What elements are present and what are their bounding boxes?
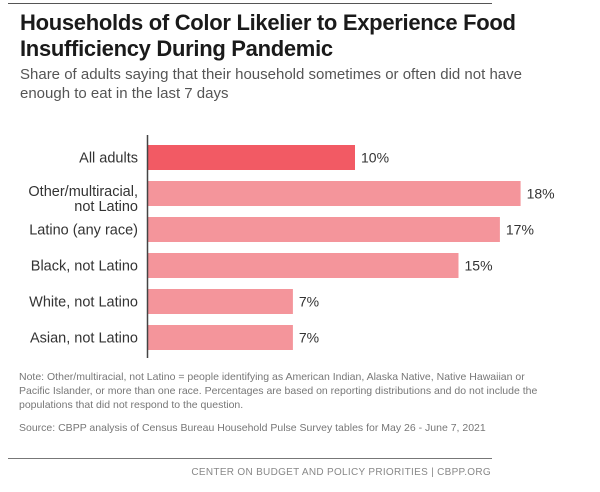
data-label-3: 15%: [465, 258, 493, 274]
chart-subtitle: Share of adults saying that their househ…: [20, 66, 522, 102]
bar-3: [148, 253, 459, 278]
bar-4: [148, 289, 293, 314]
footer-credit: CENTER ON BUDGET AND POLICY PRIORITIES |…: [191, 467, 491, 478]
bar-2: [148, 217, 500, 242]
data-label-0: 10%: [361, 150, 389, 166]
category-label-2: Latino (any race): [29, 223, 138, 239]
bar-chart: 10% All adults 18% Other/multiracial,not La…: [28, 135, 555, 358]
chart-source: Source: CBPP analysis of Census Bureau H…: [19, 422, 486, 434]
top-rule: [8, 3, 492, 4]
chart-note: Note: Other/multiracial, not Latino = pe…: [19, 371, 538, 411]
category-label-4: White, not Latino: [29, 295, 138, 311]
bar-5: [148, 325, 293, 350]
chart-title: Households of Color Likelier to Experien…: [20, 10, 516, 61]
data-label-1: 18%: [527, 186, 555, 202]
category-label-5: Asian, not Latino: [30, 331, 138, 347]
category-label-0: All adults: [79, 151, 138, 167]
bottom-rule: [8, 458, 492, 459]
data-label-5: 7%: [299, 330, 319, 346]
data-label-4: 7%: [299, 294, 319, 310]
data-label-2: 17%: [506, 222, 534, 238]
bar-0: [148, 145, 355, 170]
category-label-1-line-0: Other/multiracial,: [28, 184, 138, 200]
category-label-3: Black, not Latino: [31, 259, 138, 275]
category-label-1-line-1: not Latino: [74, 199, 138, 215]
bar-1: [148, 181, 521, 206]
